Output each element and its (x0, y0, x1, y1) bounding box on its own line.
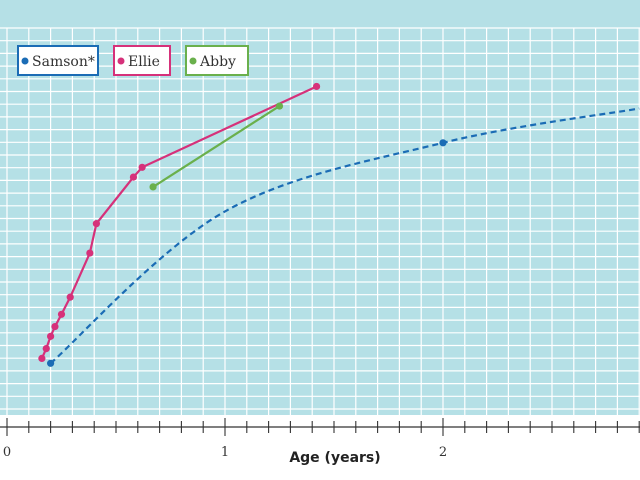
data-point-ellie (66, 293, 74, 301)
series-markers (38, 82, 447, 367)
legend-label: Samson* (32, 54, 95, 70)
legend-box (185, 45, 249, 76)
x-tick-label: 0 (3, 445, 11, 460)
data-point-ellie (38, 354, 46, 362)
x-tick-label: 2 (439, 445, 447, 460)
x-axis: 0 1 2 (0, 418, 640, 460)
legend-item-abby: Abby (185, 45, 249, 76)
legend-item-ellie: Ellie (113, 45, 171, 76)
data-point-ellie (138, 163, 146, 171)
legend-item-samson: Samson* (17, 45, 99, 76)
grid (0, 27, 640, 415)
legend-box (17, 45, 99, 76)
x-axis-title: Age (years) (289, 450, 380, 466)
legend-label: Abby (199, 54, 236, 70)
series-line-abby (152, 105, 281, 188)
data-point-abby (149, 183, 157, 191)
series-line-samson (49, 107, 640, 365)
data-point-samson (439, 139, 447, 147)
data-point-ellie (129, 173, 138, 181)
legend-swatch (21, 57, 29, 65)
data-point-ellie (51, 322, 59, 331)
data-point-ellie (57, 310, 66, 318)
data-point-samson (47, 359, 55, 367)
legend-swatch (117, 57, 125, 65)
legend-label: Ellie (128, 54, 160, 70)
data-point-ellie (92, 220, 100, 228)
data-point-ellie (42, 345, 50, 353)
legend: Samson* Ellie Abby (17, 45, 249, 76)
data-point-abby (275, 102, 284, 110)
data-point-ellie (312, 82, 321, 91)
x-tick-label: 1 (221, 445, 229, 460)
legend-swatch (189, 57, 197, 65)
data-point-ellie (86, 249, 94, 257)
data-point-ellie (47, 332, 55, 340)
